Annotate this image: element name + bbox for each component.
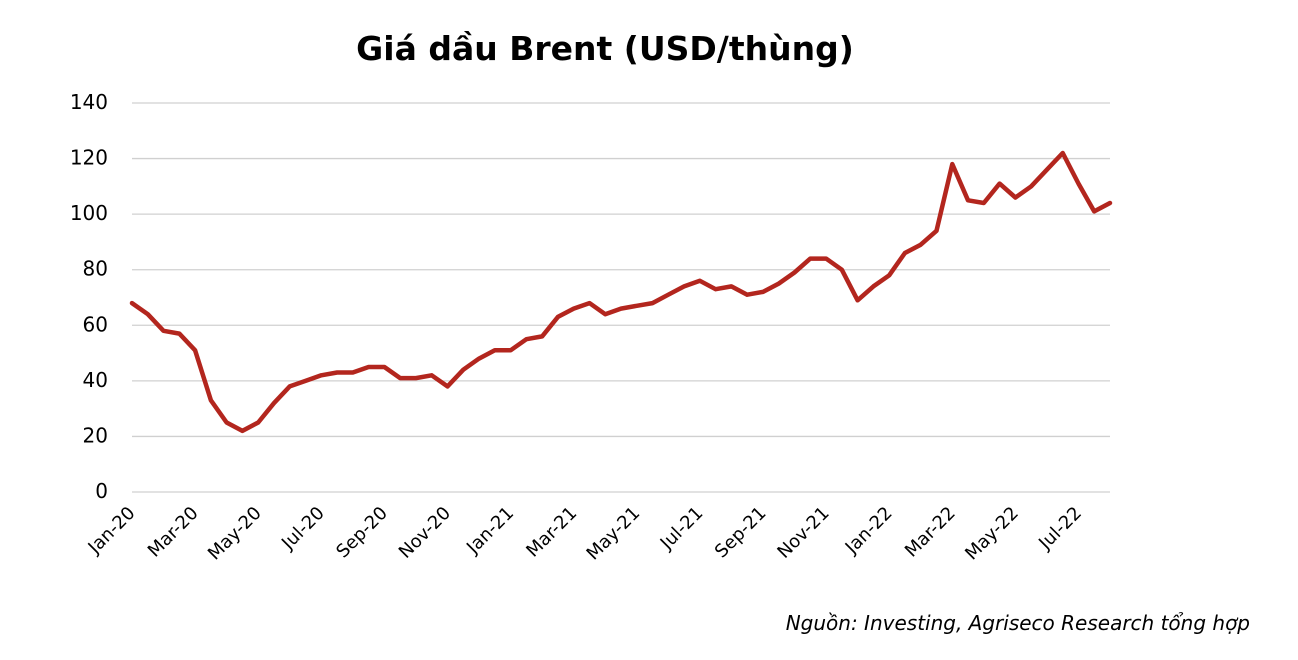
y-tick-label: 80 bbox=[83, 257, 108, 281]
source-note: Nguồn: Investing, Agriseco Research tổng… bbox=[786, 611, 1250, 635]
y-tick-label: 0 bbox=[95, 479, 108, 503]
y-tick-label: 40 bbox=[83, 368, 108, 392]
x-tick-label: Jan-21 bbox=[462, 503, 518, 559]
x-tick-label: May-22 bbox=[961, 503, 1023, 565]
x-tick-label: Sep-21 bbox=[711, 503, 771, 563]
x-tick-label: Mar-22 bbox=[901, 503, 960, 562]
x-tick-label: Sep-20 bbox=[332, 503, 392, 563]
x-tick-label: May-21 bbox=[583, 503, 645, 565]
x-tick-label: Mar-20 bbox=[144, 503, 203, 562]
x-tick-label: Jan-20 bbox=[84, 503, 140, 559]
y-tick-label: 140 bbox=[70, 90, 108, 114]
x-tick-label: May-20 bbox=[204, 503, 266, 565]
x-tick-label: Jul-22 bbox=[1034, 503, 1086, 555]
y-tick-label: 20 bbox=[83, 423, 108, 447]
x-tick-label: Nov-21 bbox=[773, 503, 833, 563]
chart-title: Giá dầu Brent (USD/thùng) bbox=[356, 29, 854, 68]
x-tick-label: Jul-20 bbox=[277, 503, 329, 555]
y-tick-label: 60 bbox=[83, 312, 108, 336]
y-tick-label: 100 bbox=[70, 201, 108, 225]
y-tick-label: 120 bbox=[70, 146, 108, 170]
x-tick-label: Jul-21 bbox=[656, 503, 708, 555]
x-tick-label: Jan-22 bbox=[841, 503, 897, 559]
x-tick-label: Nov-20 bbox=[395, 503, 455, 563]
x-tick-label: Mar-21 bbox=[522, 503, 581, 562]
price-line bbox=[129, 150, 1113, 434]
